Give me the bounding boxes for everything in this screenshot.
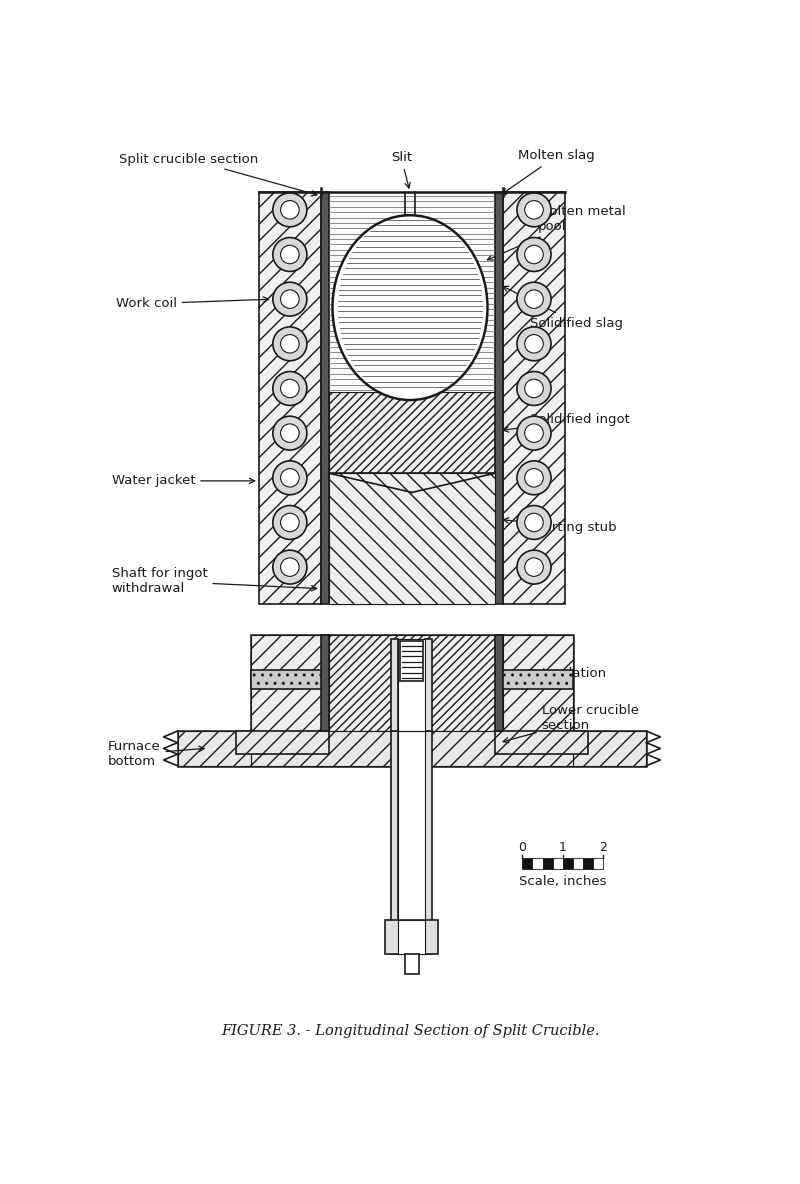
- Bar: [329, 192, 495, 604]
- Circle shape: [517, 193, 551, 227]
- Text: FIGURE 3. - Longitudinal Section of Split Crucible.: FIGURE 3. - Longitudinal Section of Spli…: [221, 1024, 599, 1038]
- Circle shape: [281, 245, 299, 264]
- Bar: [573, 732, 646, 766]
- Bar: [391, 638, 398, 732]
- Bar: [583, 858, 593, 869]
- Bar: [522, 858, 533, 869]
- Circle shape: [281, 379, 299, 398]
- Circle shape: [281, 335, 299, 353]
- Bar: [386, 920, 438, 954]
- Text: Starting stub: Starting stub: [503, 517, 617, 534]
- Bar: [495, 732, 588, 754]
- Bar: [503, 635, 573, 732]
- Circle shape: [525, 558, 543, 577]
- Ellipse shape: [333, 215, 487, 400]
- Circle shape: [525, 469, 543, 487]
- Text: Slit: Slit: [390, 152, 412, 188]
- Bar: [251, 635, 321, 732]
- Circle shape: [517, 327, 551, 361]
- Text: Molten slag: Molten slag: [502, 149, 595, 194]
- Bar: [533, 858, 542, 869]
- Text: 2: 2: [599, 842, 607, 855]
- Bar: [503, 192, 565, 604]
- Circle shape: [273, 238, 307, 271]
- Circle shape: [273, 551, 307, 584]
- Circle shape: [273, 461, 307, 495]
- Bar: [553, 858, 562, 869]
- Circle shape: [281, 290, 299, 308]
- Circle shape: [517, 238, 551, 271]
- Bar: [251, 635, 573, 732]
- Bar: [400, 641, 423, 681]
- Circle shape: [517, 372, 551, 405]
- Bar: [503, 669, 573, 689]
- Circle shape: [281, 513, 299, 532]
- Text: Scale, inches: Scale, inches: [519, 875, 606, 888]
- Circle shape: [517, 506, 551, 540]
- Text: Solidified ingot: Solidified ingot: [503, 413, 630, 432]
- Text: Work coil: Work coil: [115, 297, 269, 310]
- Text: Water jacket: Water jacket: [112, 475, 254, 488]
- Bar: [495, 635, 503, 732]
- Text: Furnace
bottom: Furnace bottom: [108, 740, 204, 768]
- Circle shape: [273, 193, 307, 227]
- Bar: [398, 920, 425, 954]
- Text: Shaft for ingot
withdrawal: Shaft for ingot withdrawal: [112, 567, 317, 596]
- Bar: [329, 635, 495, 732]
- Circle shape: [281, 469, 299, 487]
- Circle shape: [517, 282, 551, 316]
- Text: Molten metal
pool: Molten metal pool: [487, 205, 626, 260]
- Bar: [321, 635, 329, 732]
- Bar: [251, 732, 573, 766]
- Circle shape: [273, 327, 307, 361]
- Circle shape: [273, 506, 307, 540]
- Circle shape: [525, 335, 543, 353]
- Text: 0: 0: [518, 842, 526, 855]
- Circle shape: [281, 200, 299, 219]
- Bar: [321, 192, 329, 604]
- Bar: [542, 858, 553, 869]
- Bar: [425, 732, 432, 954]
- Circle shape: [525, 513, 543, 532]
- Bar: [573, 858, 583, 869]
- Circle shape: [273, 372, 307, 405]
- Circle shape: [517, 461, 551, 495]
- Bar: [329, 392, 495, 604]
- Circle shape: [525, 290, 543, 308]
- Circle shape: [281, 558, 299, 577]
- Bar: [495, 192, 503, 604]
- Circle shape: [281, 424, 299, 443]
- Circle shape: [525, 200, 543, 219]
- Bar: [178, 732, 646, 766]
- Text: Split crucible section: Split crucible section: [119, 153, 317, 197]
- Bar: [178, 732, 251, 766]
- Circle shape: [525, 424, 543, 443]
- Circle shape: [525, 379, 543, 398]
- Circle shape: [525, 245, 543, 264]
- Bar: [251, 669, 321, 689]
- Circle shape: [517, 551, 551, 584]
- Circle shape: [273, 282, 307, 316]
- Bar: [593, 858, 603, 869]
- Bar: [259, 192, 321, 604]
- Text: 1: 1: [558, 842, 566, 855]
- Text: Lower crucible
section: Lower crucible section: [503, 704, 638, 742]
- Text: Solidified slag: Solidified slag: [503, 287, 623, 329]
- Bar: [329, 474, 495, 604]
- Bar: [236, 732, 329, 754]
- Bar: [425, 638, 432, 732]
- Bar: [405, 954, 418, 973]
- Bar: [562, 858, 573, 869]
- Bar: [398, 732, 425, 954]
- Circle shape: [517, 417, 551, 450]
- Circle shape: [273, 417, 307, 450]
- Bar: [398, 638, 425, 732]
- Bar: [391, 732, 398, 954]
- Text: Insulation: Insulation: [511, 667, 607, 681]
